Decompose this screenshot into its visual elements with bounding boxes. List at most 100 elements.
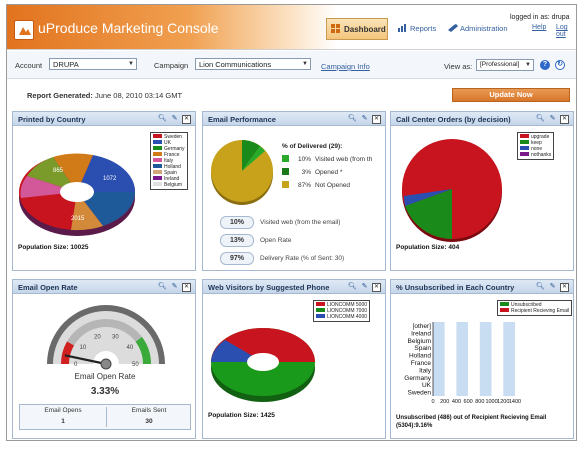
account-value: DRUPA: [53, 60, 79, 69]
nav-reports-tab[interactable]: Reports: [398, 24, 436, 33]
donut-hole: [60, 182, 94, 202]
chevron-down-icon: ▼: [128, 61, 134, 67]
zoom-icon[interactable]: 🔍︎: [536, 283, 545, 290]
legend-item: Germany: [153, 146, 185, 152]
account-label: Account: [15, 61, 43, 70]
emails-sent-value: 30: [145, 418, 153, 425]
panel-header: Printed by Country 🔍︎ ✎ ✕: [13, 112, 195, 126]
edit-icon[interactable]: ✎: [361, 283, 368, 290]
panel-email-open-rate: Email Open Rate 🔍︎ ✎ ✕ 0 10 20 30 40 50 Email O…: [12, 279, 196, 439]
open-rate-value: 13%: [220, 234, 254, 247]
email-opens-label: Email Opens: [44, 407, 82, 414]
slice-opened: [242, 146, 265, 171]
gauge-green-zone: [135, 337, 151, 364]
category-label: Germany: [404, 375, 431, 382]
plot-band: [479, 322, 492, 396]
close-icon[interactable]: ✕: [560, 115, 569, 124]
category-label: France: [411, 360, 432, 367]
legend-item: 3% Opened *: [282, 168, 342, 176]
nav-administration-tab[interactable]: Administration: [448, 24, 508, 33]
slice-germany: [53, 153, 93, 192]
x-tick-label: 200: [440, 399, 449, 405]
panel-web-visitors: Web Visitors by Suggested Phone 🔍︎ ✎ ✕ LIO…: [202, 279, 386, 439]
legend-item: LIONCOMM 5000: [316, 302, 367, 308]
chart-legend: Unsubscribed Recipient Recieving Email: [497, 300, 573, 316]
plot-band: [468, 322, 480, 396]
nav-administration-label: Administration: [460, 24, 508, 33]
slice-keep: [405, 189, 452, 239]
logged-in-user: logged in as: drupa: [510, 14, 570, 21]
legend-item: Holland: [153, 164, 185, 170]
email-performance-pie: [211, 140, 273, 205]
close-icon[interactable]: ✕: [182, 283, 191, 292]
view-as-select[interactable]: [Professional] ▼: [476, 59, 534, 71]
legend-item: nothanks: [520, 152, 551, 158]
help-icon[interactable]: ?: [540, 60, 550, 70]
zoom-icon[interactable]: 🔍︎: [536, 115, 545, 122]
unsubscribed-bar-chart: [other]IrelandBelgiumSpainHollandFranceI…: [404, 322, 521, 405]
bar-chart-icon: [398, 24, 406, 32]
zoom-icon[interactable]: 🔍︎: [348, 283, 357, 290]
unsubscribed-caption: Unsubscribed (486) out of Recipient Reci…: [396, 415, 547, 429]
legend-item: LIONCOMM 4000: [316, 314, 367, 320]
slice-label: 865: [53, 168, 64, 174]
zoom-icon[interactable]: 🔍︎: [158, 283, 167, 290]
printed-by-country-donut: 1072 2015 865: [19, 153, 136, 236]
gauge-red-zone: [60, 341, 74, 364]
panel-header: % Unsubscribed in Each Country 🔍︎ ✎ ✕: [391, 280, 573, 294]
zoom-icon[interactable]: 🔍︎: [348, 115, 357, 122]
panel-header: Call Center Orders (by decision) 🔍︎ ✎ ✕: [391, 112, 573, 126]
chart-legend: LIONCOMM 5000 LIONCOMM 7000 LIONCOMM 400…: [313, 300, 371, 322]
slice-label: 1072: [103, 176, 117, 182]
panel-header: Email Open Rate 🔍︎ ✎ ✕: [13, 280, 195, 294]
campaign-select[interactable]: Lion Communications ▼: [195, 58, 311, 70]
edit-icon[interactable]: ✎: [171, 115, 178, 122]
panel-title: Call Center Orders (by decision): [396, 115, 511, 124]
call-center-pie: [402, 139, 502, 242]
category-label: Italy: [419, 367, 432, 374]
visited-web-label: Visited web (from the email): [260, 219, 341, 226]
legend-item: 10% Visited web (from th: [282, 155, 372, 163]
refresh-icon[interactable]: ↻: [555, 60, 565, 70]
x-tick-label: 800: [475, 399, 484, 405]
close-icon[interactable]: ✕: [182, 115, 191, 124]
gauge-tick-label: 10: [80, 345, 87, 351]
edit-icon[interactable]: ✎: [171, 283, 178, 290]
panel-printed-by-country: Printed by Country 🔍︎ ✎ ✕ 1072 2015 865 Sw…: [12, 111, 196, 271]
close-icon[interactable]: ✕: [372, 115, 381, 124]
legend-item: upgrade: [520, 134, 551, 140]
population-size: Population Size: 1425: [208, 412, 275, 419]
edit-icon[interactable]: ✎: [549, 115, 556, 122]
population-size: Population Size: 404: [396, 244, 460, 251]
legend-title: % of Delivered (29):: [282, 143, 343, 150]
category-label: Spain: [414, 345, 431, 352]
category-label: [other]: [413, 323, 432, 330]
update-now-button[interactable]: Update Now: [452, 88, 570, 102]
nav-dashboard-tab[interactable]: Dashboard: [326, 18, 388, 40]
edit-icon[interactable]: ✎: [549, 283, 556, 290]
panel-title: Printed by Country: [18, 115, 86, 124]
slice-none: [403, 189, 452, 206]
x-tick-label: 400: [452, 399, 461, 405]
account-select[interactable]: DRUPA ▼: [49, 58, 137, 70]
help-link[interactable]: Help: [532, 24, 547, 31]
gauge-percent: 3.33%: [90, 386, 120, 397]
edit-icon[interactable]: ✎: [361, 115, 368, 122]
logo-band: [7, 5, 337, 49]
campaign-value: Lion Communications: [199, 60, 272, 69]
category-label: UK: [422, 382, 432, 389]
plot-band: [491, 322, 504, 396]
chevron-down-icon: ▼: [525, 62, 531, 68]
close-icon[interactable]: ✕: [372, 283, 381, 292]
open-rate-label: Open Rate: [260, 237, 292, 244]
legend-item: Ireland: [153, 176, 185, 182]
legend-item: UK: [153, 140, 185, 146]
emails-sent-label: Emails Sent: [131, 407, 167, 414]
zoom-icon[interactable]: 🔍︎: [158, 115, 167, 122]
close-icon[interactable]: ✕: [560, 283, 569, 292]
logout-link[interactable]: Log out: [556, 24, 568, 38]
visited-web-value: 10%: [220, 216, 254, 229]
campaign-info-link[interactable]: Campaign Info: [321, 62, 370, 71]
dashboard-icon: [331, 24, 340, 33]
plot-band: [444, 322, 457, 396]
